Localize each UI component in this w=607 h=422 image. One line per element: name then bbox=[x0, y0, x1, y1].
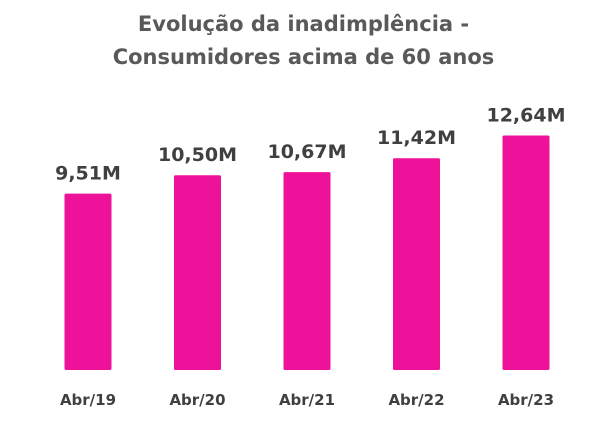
data-label-group: 9,51M 10,50M 10,67M 11,42M 12,64M bbox=[55, 105, 565, 185]
data-label: 9,51M bbox=[55, 163, 121, 185]
data-label: 12,64M bbox=[486, 105, 565, 127]
bar-abr-20 bbox=[174, 175, 221, 370]
chart-title: Evolução da inadimplência - Consumidores… bbox=[0, 8, 607, 74]
x-axis-tick-label: Abr/22 bbox=[388, 391, 444, 409]
x-axis-tick-group: Abr/19 Abr/20 Abr/21 Abr/22 Abr/23 bbox=[60, 391, 554, 409]
x-axis-tick-label: Abr/21 bbox=[279, 391, 335, 409]
bar-abr-23 bbox=[502, 135, 550, 370]
x-axis-tick-label: Abr/20 bbox=[169, 391, 225, 409]
data-label: 10,50M bbox=[158, 144, 237, 166]
x-axis-tick-label: Abr/19 bbox=[60, 391, 116, 409]
bar-abr-19 bbox=[64, 193, 112, 370]
data-label: 10,67M bbox=[267, 141, 346, 163]
data-label: 11,42M bbox=[377, 127, 456, 149]
bar-group bbox=[64, 135, 550, 370]
chart-title-line-1: Evolução da inadimplência - bbox=[137, 12, 470, 36]
bar-abr-22 bbox=[393, 158, 440, 370]
x-axis-tick-label: Abr/23 bbox=[498, 391, 554, 409]
chart-title-line-2: Consumidores acima de 60 anos bbox=[112, 45, 495, 69]
bar-abr-21 bbox=[283, 172, 331, 370]
